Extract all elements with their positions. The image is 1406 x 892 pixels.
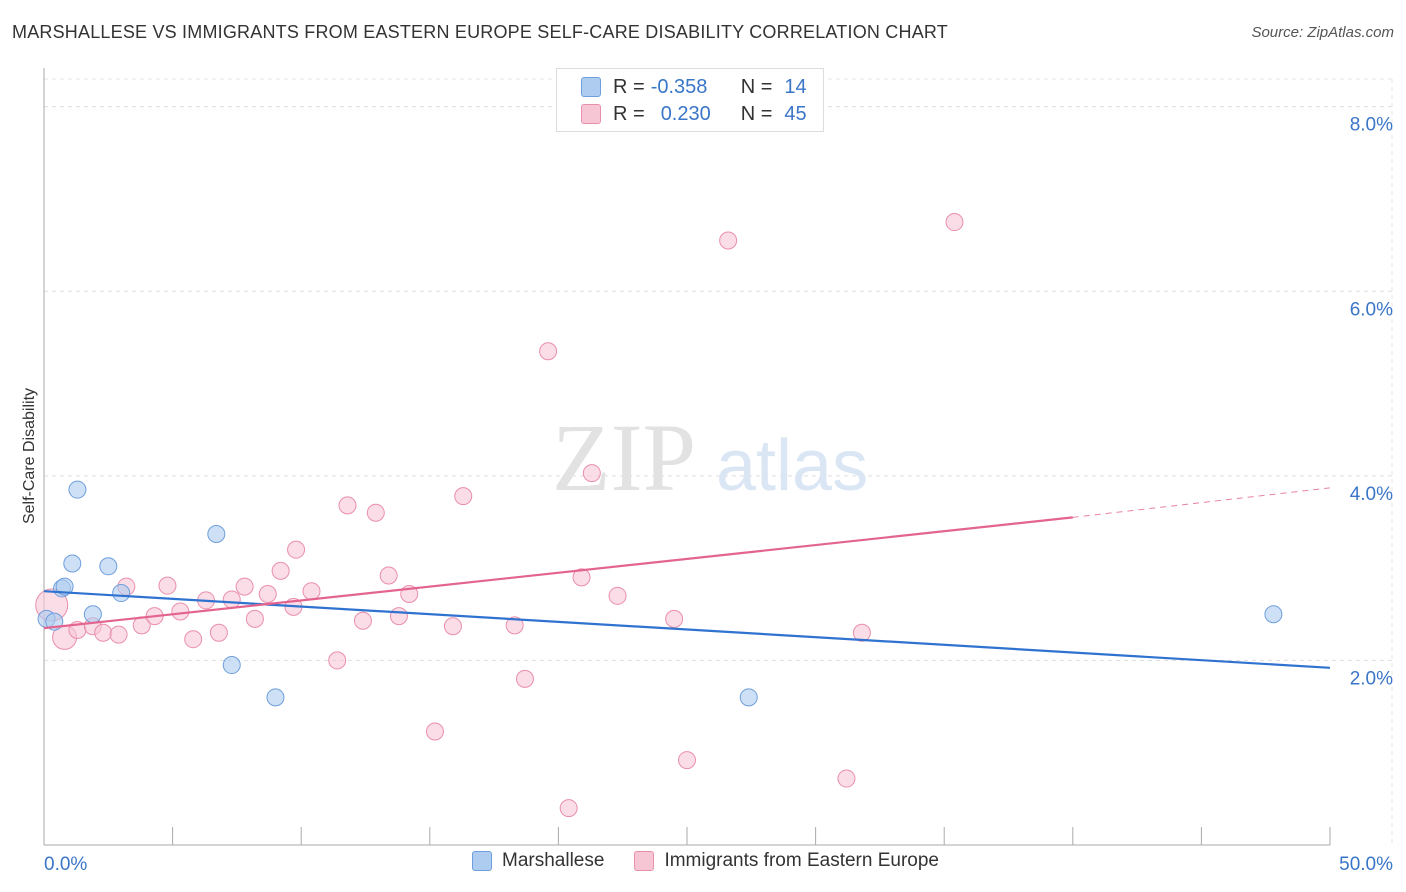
eastern-europe-point [258,584,277,603]
marshallese-point [222,656,241,675]
marshallese-point [266,688,285,707]
r-value: -0.358 [650,75,708,98]
legend-swatch-eastern-europe [634,851,655,871]
marshallese-point [1264,605,1283,624]
watermark-atlas: atlas [716,426,868,506]
eastern-europe-point [109,625,128,644]
legend-item-marshallese[interactable]: Marshallese [472,850,604,872]
eastern-europe-point [366,503,385,522]
legend-row-marshallese: R = -0.358 N = 14 [581,74,807,100]
y-axis-label: Self-Care Disability [21,388,38,524]
eastern-europe-point [158,576,177,595]
marshallese-point [112,584,131,603]
eastern-europe-point [515,669,534,688]
eastern-europe-point [328,651,347,670]
eastern-europe-point [608,586,627,605]
marshallese-point [63,554,82,573]
eastern-europe-trend-line-extension [1072,487,1331,518]
n-label: N = [740,102,773,125]
eastern-europe-point [572,568,591,587]
eastern-europe-point [271,561,290,580]
eastern-europe-point [678,751,696,770]
eastern-europe-point [94,623,113,642]
eastern-europe-point [425,722,444,741]
eastern-europe-point [302,582,321,601]
axes [43,68,1331,846]
marshallese-trend-line [43,590,1331,669]
marshallese-point [739,688,758,707]
r-label: R = [613,102,645,125]
eastern-europe-point [665,609,684,628]
correlation-legend: R = -0.358 N = 14 R = 0.230 N = 45 [556,68,824,132]
legend-swatch-marshallese [581,77,601,97]
eastern-europe-point [245,609,264,628]
eastern-europe-point [353,611,372,630]
eastern-europe-point [505,616,524,635]
legend-row-eastern-europe: R = 0.230 N = 45 [581,101,807,127]
watermark-zip: ZIP [552,404,696,511]
eastern-europe-point [338,496,357,515]
n-value: 45 [784,102,807,125]
legend-label-marshallese: Marshallese [502,850,605,871]
eastern-europe-trend-line [43,516,1073,630]
legend-swatch-eastern-europe [581,104,601,124]
y-tick-label: 8.0% [1350,115,1393,136]
n-value: 14 [784,75,807,98]
eastern-europe-point [171,602,190,621]
eastern-europe-point [389,607,408,626]
trend-lines [43,487,1331,669]
marshallese-point [99,557,118,576]
marshallese-point [83,605,102,624]
eastern-europe-point [559,799,578,818]
eastern-europe-point [852,623,871,642]
eastern-europe-point [379,566,398,585]
r-value: 0.230 [660,102,711,125]
y-tick-label: 4.0% [1350,484,1393,505]
eastern-europe-point [235,577,254,596]
series-legend: Marshallese Immigrants from Eastern Euro… [472,850,969,872]
chart-title: MARSHALLESE VS IMMIGRANTS FROM EASTERN E… [12,22,948,42]
y-tick-label: 2.0% [1350,668,1393,689]
eastern-europe-point [222,590,241,609]
tick-labels: 2.0% 4.0% 6.0% 8.0% 0.0% 50.0% [44,115,1393,875]
eastern-europe-point [582,464,601,483]
legend-swatch-marshallese [472,851,492,871]
eastern-europe-point [945,213,964,232]
x-tick-label: 0.0% [44,854,87,875]
x-tick-label: 50.0% [1339,854,1393,875]
eastern-europe-point [837,769,856,788]
eastern-europe-point [184,630,203,649]
eastern-europe-point [539,342,558,361]
n-label: N = [740,75,773,98]
marshallese-point [207,524,226,543]
eastern-europe-point [287,540,306,559]
eastern-europe-point [443,617,462,636]
r-label: R = [613,75,645,98]
eastern-europe-point [454,487,473,506]
marshallese-point [68,480,87,499]
source-label: Source: ZipAtlas.com [1251,24,1394,41]
y-tick-label: 6.0% [1350,299,1393,320]
marshallese-point [55,577,74,596]
eastern-europe-point [719,231,738,250]
eastern-europe-point [209,623,228,642]
legend-item-eastern-europe[interactable]: Immigrants from Eastern Europe [634,850,939,872]
legend-label-eastern-europe: Immigrants from Eastern Europe [664,850,939,871]
